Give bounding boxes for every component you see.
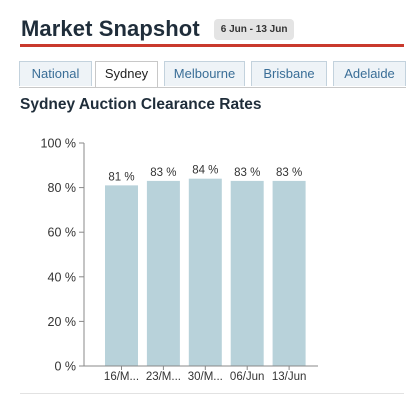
bar-4 [272, 180, 306, 366]
tab-brisbane[interactable]: Brisbane [251, 61, 327, 86]
x-tick-label-1: 23/M... [146, 371, 181, 383]
chart-title: Sydney Auction Clearance Rates [20, 96, 262, 113]
y-tick-label-2: 40 % [48, 270, 77, 284]
tab-sydney[interactable]: Sydney [95, 61, 158, 87]
tab-adelaide[interactable]: Adelaide [333, 61, 406, 86]
date-range-badge: 6 Jun - 13 Jun [213, 18, 295, 40]
x-tick-label-4: 13/Jun [272, 371, 307, 383]
bar-value-label-3: 83 % [234, 167, 260, 179]
y-tick-label-1: 20 % [48, 315, 77, 329]
y-tick-label-0: 0 % [54, 360, 76, 374]
bar-value-label-1: 83 % [150, 167, 176, 179]
bar-0 [105, 185, 138, 366]
x-tick-label-2: 30/M... [188, 371, 223, 383]
bar-value-label-4: 83 % [276, 167, 302, 179]
bar-value-label-0: 81 % [108, 171, 134, 183]
y-tick-label-3: 60 % [48, 226, 77, 240]
tab-melbourne[interactable]: Melbourne [164, 61, 245, 86]
x-tick-label-0: 16/M... [104, 371, 139, 383]
bar-1 [146, 180, 180, 366]
bottom-divider [20, 393, 404, 394]
x-tick-label-3: 06/Jun [230, 371, 265, 383]
clearance-rate-chart: 81 % 16/M... 83 % 23/M... 84 % 30/M... 83 % 06/… [41, 137, 318, 383]
bar-value-label-2: 84 % [192, 165, 218, 177]
header-divider [20, 44, 404, 47]
y-tick-label-5: 100 % [41, 137, 76, 151]
tab-national[interactable]: National [19, 61, 92, 86]
y-tick-label-4: 80 % [48, 181, 77, 195]
bar-3 [230, 180, 264, 366]
page-title: Market Snapshot [21, 16, 200, 41]
city-tabs: National Sydney Melbourne Brisbane Adela… [19, 61, 406, 88]
header: Market Snapshot 6 Jun - 13 Jun [21, 14, 295, 44]
bar-2 [188, 178, 222, 366]
